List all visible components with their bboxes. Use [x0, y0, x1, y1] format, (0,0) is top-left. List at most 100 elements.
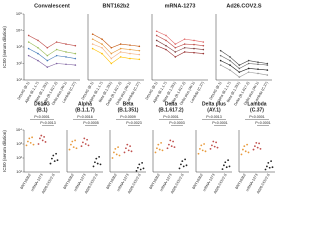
x-tick-label: BNT162b2 [63, 173, 75, 190]
data-point [268, 166, 271, 169]
x-tick-label: mRNA-1273 [159, 173, 172, 192]
data-point [238, 71, 241, 73]
data-point [65, 63, 67, 66]
data-point [119, 56, 122, 58]
data-point [219, 59, 222, 62]
series-line [92, 48, 140, 64]
data-point [264, 168, 267, 171]
data-point [246, 143, 249, 146]
y-tick-label: 10⁴ [16, 28, 22, 33]
data-point [46, 54, 49, 57]
data-point [202, 52, 205, 55]
data-point [92, 165, 95, 168]
data-point [55, 48, 58, 51]
data-point [101, 46, 103, 49]
x-tick-label: mRNA-1273 [116, 173, 129, 192]
p-value: P<0.0001 [163, 115, 179, 119]
series-line [156, 35, 204, 49]
data-point [70, 143, 72, 146]
data-point [135, 169, 138, 172]
data-point [130, 150, 133, 153]
data-point [110, 46, 113, 49]
data-point [110, 57, 113, 60]
data-point [27, 47, 30, 50]
data-point [165, 39, 167, 42]
data-point [215, 141, 218, 144]
data-point [46, 66, 49, 68]
data-point [25, 144, 28, 147]
data-point [74, 44, 77, 47]
x-tick-label: BNT162b2 [106, 173, 118, 190]
data-point [257, 63, 259, 66]
x-tick-label: BNT162b2 [235, 173, 247, 190]
data-point [95, 157, 98, 160]
data-point [82, 141, 84, 144]
data-point [158, 148, 161, 151]
data-point [114, 147, 117, 150]
panel-title: Lambda [247, 101, 266, 107]
y-tick-label: 10¹ [16, 77, 22, 82]
data-point [259, 147, 262, 150]
data-point [202, 44, 205, 47]
data-point [238, 64, 241, 66]
data-point [221, 168, 224, 171]
y-axis-label: IC50 (serum dilution) [2, 130, 7, 172]
data-point [183, 38, 186, 40]
data-point [270, 160, 272, 163]
data-point [126, 143, 129, 146]
data-point [91, 43, 94, 45]
data-point [174, 43, 177, 45]
data-point [155, 44, 158, 47]
data-point [271, 166, 274, 169]
data-point [40, 134, 43, 137]
x-tick-label: BNT162b2 [20, 173, 32, 190]
data-point [247, 67, 250, 70]
data-point [160, 141, 163, 144]
data-point [138, 49, 141, 52]
p-value: P=0.0001 [255, 121, 271, 125]
data-point [110, 52, 113, 55]
data-point [247, 71, 250, 73]
data-point [209, 147, 212, 150]
data-point [129, 145, 132, 148]
data-point [204, 150, 207, 153]
series-line [220, 55, 268, 69]
data-point [258, 142, 260, 145]
data-point [123, 151, 126, 154]
data-point [240, 153, 243, 156]
p-value: P=0.0003 [169, 121, 185, 125]
data-point [53, 160, 56, 163]
data-point [174, 46, 177, 49]
data-point [118, 154, 121, 157]
data-point [182, 165, 185, 168]
data-point [115, 153, 118, 156]
panel-subtitle: (B.1.617.2) [158, 107, 183, 113]
p-value: P=0.0023 [126, 121, 142, 125]
data-point [156, 147, 158, 150]
data-point [184, 158, 187, 161]
panel-subtitle: (B.1.1.7) [75, 107, 95, 113]
data-point [86, 138, 88, 141]
series-line [156, 40, 204, 53]
data-point [65, 43, 67, 45]
x-tick-label: mRNA-1273 [245, 173, 258, 192]
series-line [156, 30, 204, 45]
data-point [83, 137, 86, 140]
data-point [180, 163, 182, 166]
data-point [37, 52, 39, 55]
data-point [181, 160, 184, 163]
data-point [75, 147, 78, 150]
panel-title: Beta [123, 101, 134, 107]
data-point [32, 143, 35, 146]
data-point [49, 162, 52, 165]
data-point [28, 137, 31, 140]
x-tick-label: BNT162b2 [192, 173, 204, 190]
data-point [193, 47, 195, 50]
data-point [247, 59, 250, 62]
data-point [37, 39, 39, 42]
series-line [220, 60, 268, 73]
data-point [174, 56, 177, 58]
data-point [212, 140, 215, 143]
panel-subtitle: (B.1) [36, 107, 47, 113]
data-point [117, 146, 119, 149]
